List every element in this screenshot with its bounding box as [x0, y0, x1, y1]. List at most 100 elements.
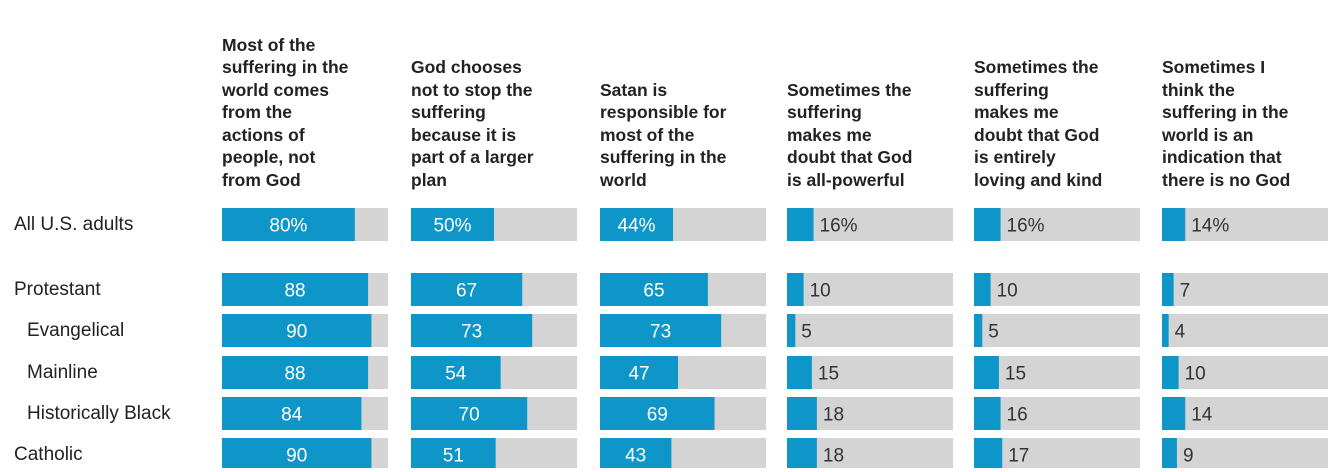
data-label: 16% [1007, 216, 1045, 237]
bar [411, 273, 523, 306]
data-label: 88 [284, 281, 305, 302]
row-label: Historically Black [27, 403, 171, 424]
row-label: Protestant [14, 279, 101, 300]
column-header-5: Sometimes the suffering makes me doubt that… [974, 56, 1140, 191]
data-label: 70 [459, 405, 480, 426]
data-label: 10 [810, 281, 831, 302]
bar-track [974, 208, 1140, 241]
column-header-line: indication that [1162, 147, 1282, 167]
column-header-line: because it is [411, 124, 517, 145]
bar [222, 314, 372, 347]
bar [1162, 208, 1186, 241]
bar [411, 356, 501, 389]
data-label: 16% [820, 216, 858, 237]
data-label: 51 [443, 446, 464, 467]
column-header-line: responsible for [600, 102, 727, 122]
data-label: 4 [1175, 322, 1186, 343]
bar-track [974, 273, 1140, 306]
bar-track [1162, 314, 1328, 347]
column-header-line: suffering [787, 102, 862, 122]
bar [974, 356, 999, 389]
data-label: 10 [1185, 364, 1206, 385]
bar [600, 208, 674, 241]
bar [974, 438, 1003, 468]
bar [1162, 273, 1174, 306]
bar [222, 438, 372, 468]
bar [600, 438, 672, 468]
data-label: 18 [823, 446, 844, 467]
column-header-line: makes me [787, 124, 872, 145]
bar-track [1162, 356, 1328, 389]
data-label: 80% [269, 216, 307, 237]
column-header-line: from the [222, 102, 292, 122]
column-header-line: suffering [411, 102, 486, 122]
bar-track [1162, 208, 1328, 241]
column-header-line: Sometimes the [787, 79, 912, 100]
row-label: Evangelical [27, 320, 125, 341]
column-header-line: most of the [600, 124, 695, 145]
bar [787, 273, 804, 306]
data-label: 90 [286, 446, 307, 467]
data-label: 65 [643, 281, 664, 302]
bar [1162, 356, 1179, 389]
bar-track [787, 208, 953, 241]
bar [222, 273, 369, 306]
bar [974, 273, 991, 306]
column-header-line: suffering in the [1162, 102, 1289, 122]
column-header-line: God chooses [411, 57, 522, 77]
bar [974, 314, 983, 347]
column-header-line: think the [1162, 79, 1235, 100]
bar [411, 438, 496, 468]
data-label: 84 [281, 405, 303, 426]
column-header-line: from God [222, 169, 301, 190]
column-header-line: is all-powerful [787, 169, 905, 190]
bar-track [787, 273, 953, 306]
column-header-line: loving and kind [974, 169, 1103, 190]
column-header-1: Most of the suffering in the world comes fr… [222, 34, 388, 192]
data-label: 7 [1180, 281, 1191, 302]
row-label: Catholic [14, 444, 83, 465]
bar [411, 314, 533, 347]
bar [600, 314, 722, 347]
column-header-3: Satan is responsible for most of the suffer… [600, 79, 766, 192]
bar-track [974, 356, 1140, 389]
bar [787, 314, 796, 347]
bar-track [974, 397, 1140, 430]
column-header-line: world [600, 169, 647, 190]
column-header-line: doubt that God [787, 147, 913, 167]
column-header-4: Sometimes the suffering makes me doubt that… [787, 79, 953, 192]
bar [600, 356, 679, 389]
data-label: 50% [433, 216, 471, 237]
data-label: 15 [1005, 364, 1026, 385]
bar-track [1162, 438, 1328, 468]
bar [600, 273, 708, 306]
bar [222, 356, 369, 389]
bar-track [1162, 397, 1328, 430]
bar [222, 208, 355, 241]
data-label: 88 [284, 364, 305, 385]
bar [411, 397, 528, 430]
column-header-line: suffering in the [600, 147, 727, 167]
data-label: 16 [1007, 405, 1028, 426]
row-label: Mainline [27, 362, 98, 383]
bar-track [787, 314, 953, 347]
column-header-line: not to stop the [411, 79, 533, 100]
column-header-line: makes me [974, 102, 1059, 122]
data-label: 54 [445, 364, 467, 385]
column-header-line: Most of the [222, 34, 316, 55]
column-header-line: Satan is [600, 79, 668, 100]
bar [1162, 438, 1177, 468]
bar [411, 208, 494, 241]
bar [974, 208, 1001, 241]
data-label: 73 [461, 322, 482, 343]
data-label: 90 [286, 322, 307, 343]
bar [600, 397, 715, 430]
data-label: 69 [647, 405, 668, 426]
column-header-line: world comes [222, 79, 329, 100]
bar-track [974, 314, 1140, 347]
data-label: 14 [1191, 405, 1213, 426]
bar-track [1162, 273, 1328, 306]
bar [787, 438, 817, 468]
